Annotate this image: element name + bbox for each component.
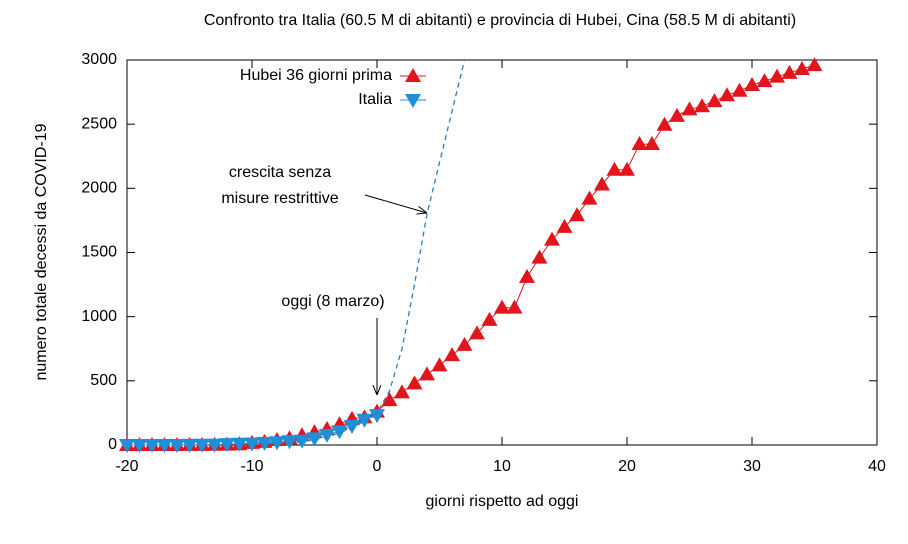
data-point (394, 384, 410, 399)
data-point (806, 57, 823, 72)
legend-marker (405, 94, 421, 108)
data-point (294, 434, 310, 449)
x-axis-label: giorni rispetto ad oggi (426, 493, 579, 510)
data-point (706, 93, 723, 108)
data-point (231, 437, 248, 452)
y-tick-label: 1000 (81, 308, 117, 325)
data-point (444, 347, 460, 362)
data-point (581, 190, 598, 205)
data-point (506, 299, 523, 314)
x-tick-label: 40 (868, 458, 886, 475)
data-point (519, 268, 535, 283)
y-tick-label: 2000 (81, 180, 117, 197)
data-point (544, 231, 560, 246)
data-point (481, 311, 498, 326)
legend-marker (405, 68, 421, 82)
data-point (244, 437, 260, 452)
data-point (119, 439, 135, 453)
data-point (131, 439, 148, 453)
data-point (781, 64, 798, 79)
data-point (619, 161, 635, 176)
data-point (169, 439, 185, 453)
data-point (794, 60, 810, 75)
x-tick-label: 20 (618, 458, 636, 475)
data-point (769, 68, 785, 83)
data-point (419, 366, 435, 381)
data-point (694, 98, 710, 113)
data-point (269, 436, 285, 451)
legend-label: Hubei 36 giorni prima (240, 67, 392, 84)
annotation-arrow (364, 194, 427, 213)
data-point (181, 438, 198, 453)
data-point (456, 336, 473, 351)
model-curve (251, 59, 466, 446)
data-point (406, 375, 423, 390)
data-point (494, 299, 510, 314)
data-point (644, 136, 660, 151)
data-point (631, 136, 648, 151)
data-point (469, 325, 485, 340)
data-point (669, 107, 685, 122)
data-point (556, 218, 573, 233)
annotation: crescita senza (229, 164, 331, 181)
data-point (756, 73, 773, 88)
annotation: misure restrittive (221, 190, 338, 207)
x-tick-label: 10 (493, 458, 511, 475)
y-tick-label: 0 (108, 436, 117, 453)
annotation: oggi (8 marzo) (281, 293, 384, 310)
y-tick-label: 3000 (81, 51, 117, 68)
data-point (594, 176, 610, 191)
x-tick-label: -10 (240, 458, 263, 475)
x-tick-label: -20 (115, 458, 138, 475)
y-tick-label: 2500 (81, 115, 117, 132)
data-point (219, 438, 235, 453)
legend-label: Italia (358, 91, 392, 108)
data-point (319, 428, 335, 443)
data-point (356, 413, 373, 428)
data-point (606, 161, 623, 176)
x-tick-label: 30 (743, 458, 761, 475)
y-tick-label: 1500 (81, 244, 117, 261)
data-point (156, 439, 173, 453)
data-point (369, 409, 385, 424)
chart-title: Confronto tra Italia (60.5 M di abitanti… (204, 12, 796, 29)
data-point (144, 439, 160, 453)
data-point (569, 207, 585, 222)
data-point (381, 392, 398, 407)
data-point (719, 87, 735, 102)
data-point (531, 249, 548, 264)
y-tick-label: 500 (90, 372, 117, 389)
data-point (431, 357, 448, 372)
data-point (744, 77, 760, 92)
data-point (306, 432, 323, 447)
data-point (656, 116, 673, 131)
data-point (331, 425, 348, 440)
data-point (681, 101, 698, 116)
series-line (127, 64, 815, 446)
data-point (206, 438, 223, 453)
data-point (194, 438, 210, 453)
data-point (731, 82, 748, 97)
x-tick-label: 0 (373, 458, 382, 475)
plot-frame (126, 59, 878, 446)
y-axis-label: numero totale decessi da COVID-19 (33, 123, 50, 380)
data-point (344, 420, 360, 435)
